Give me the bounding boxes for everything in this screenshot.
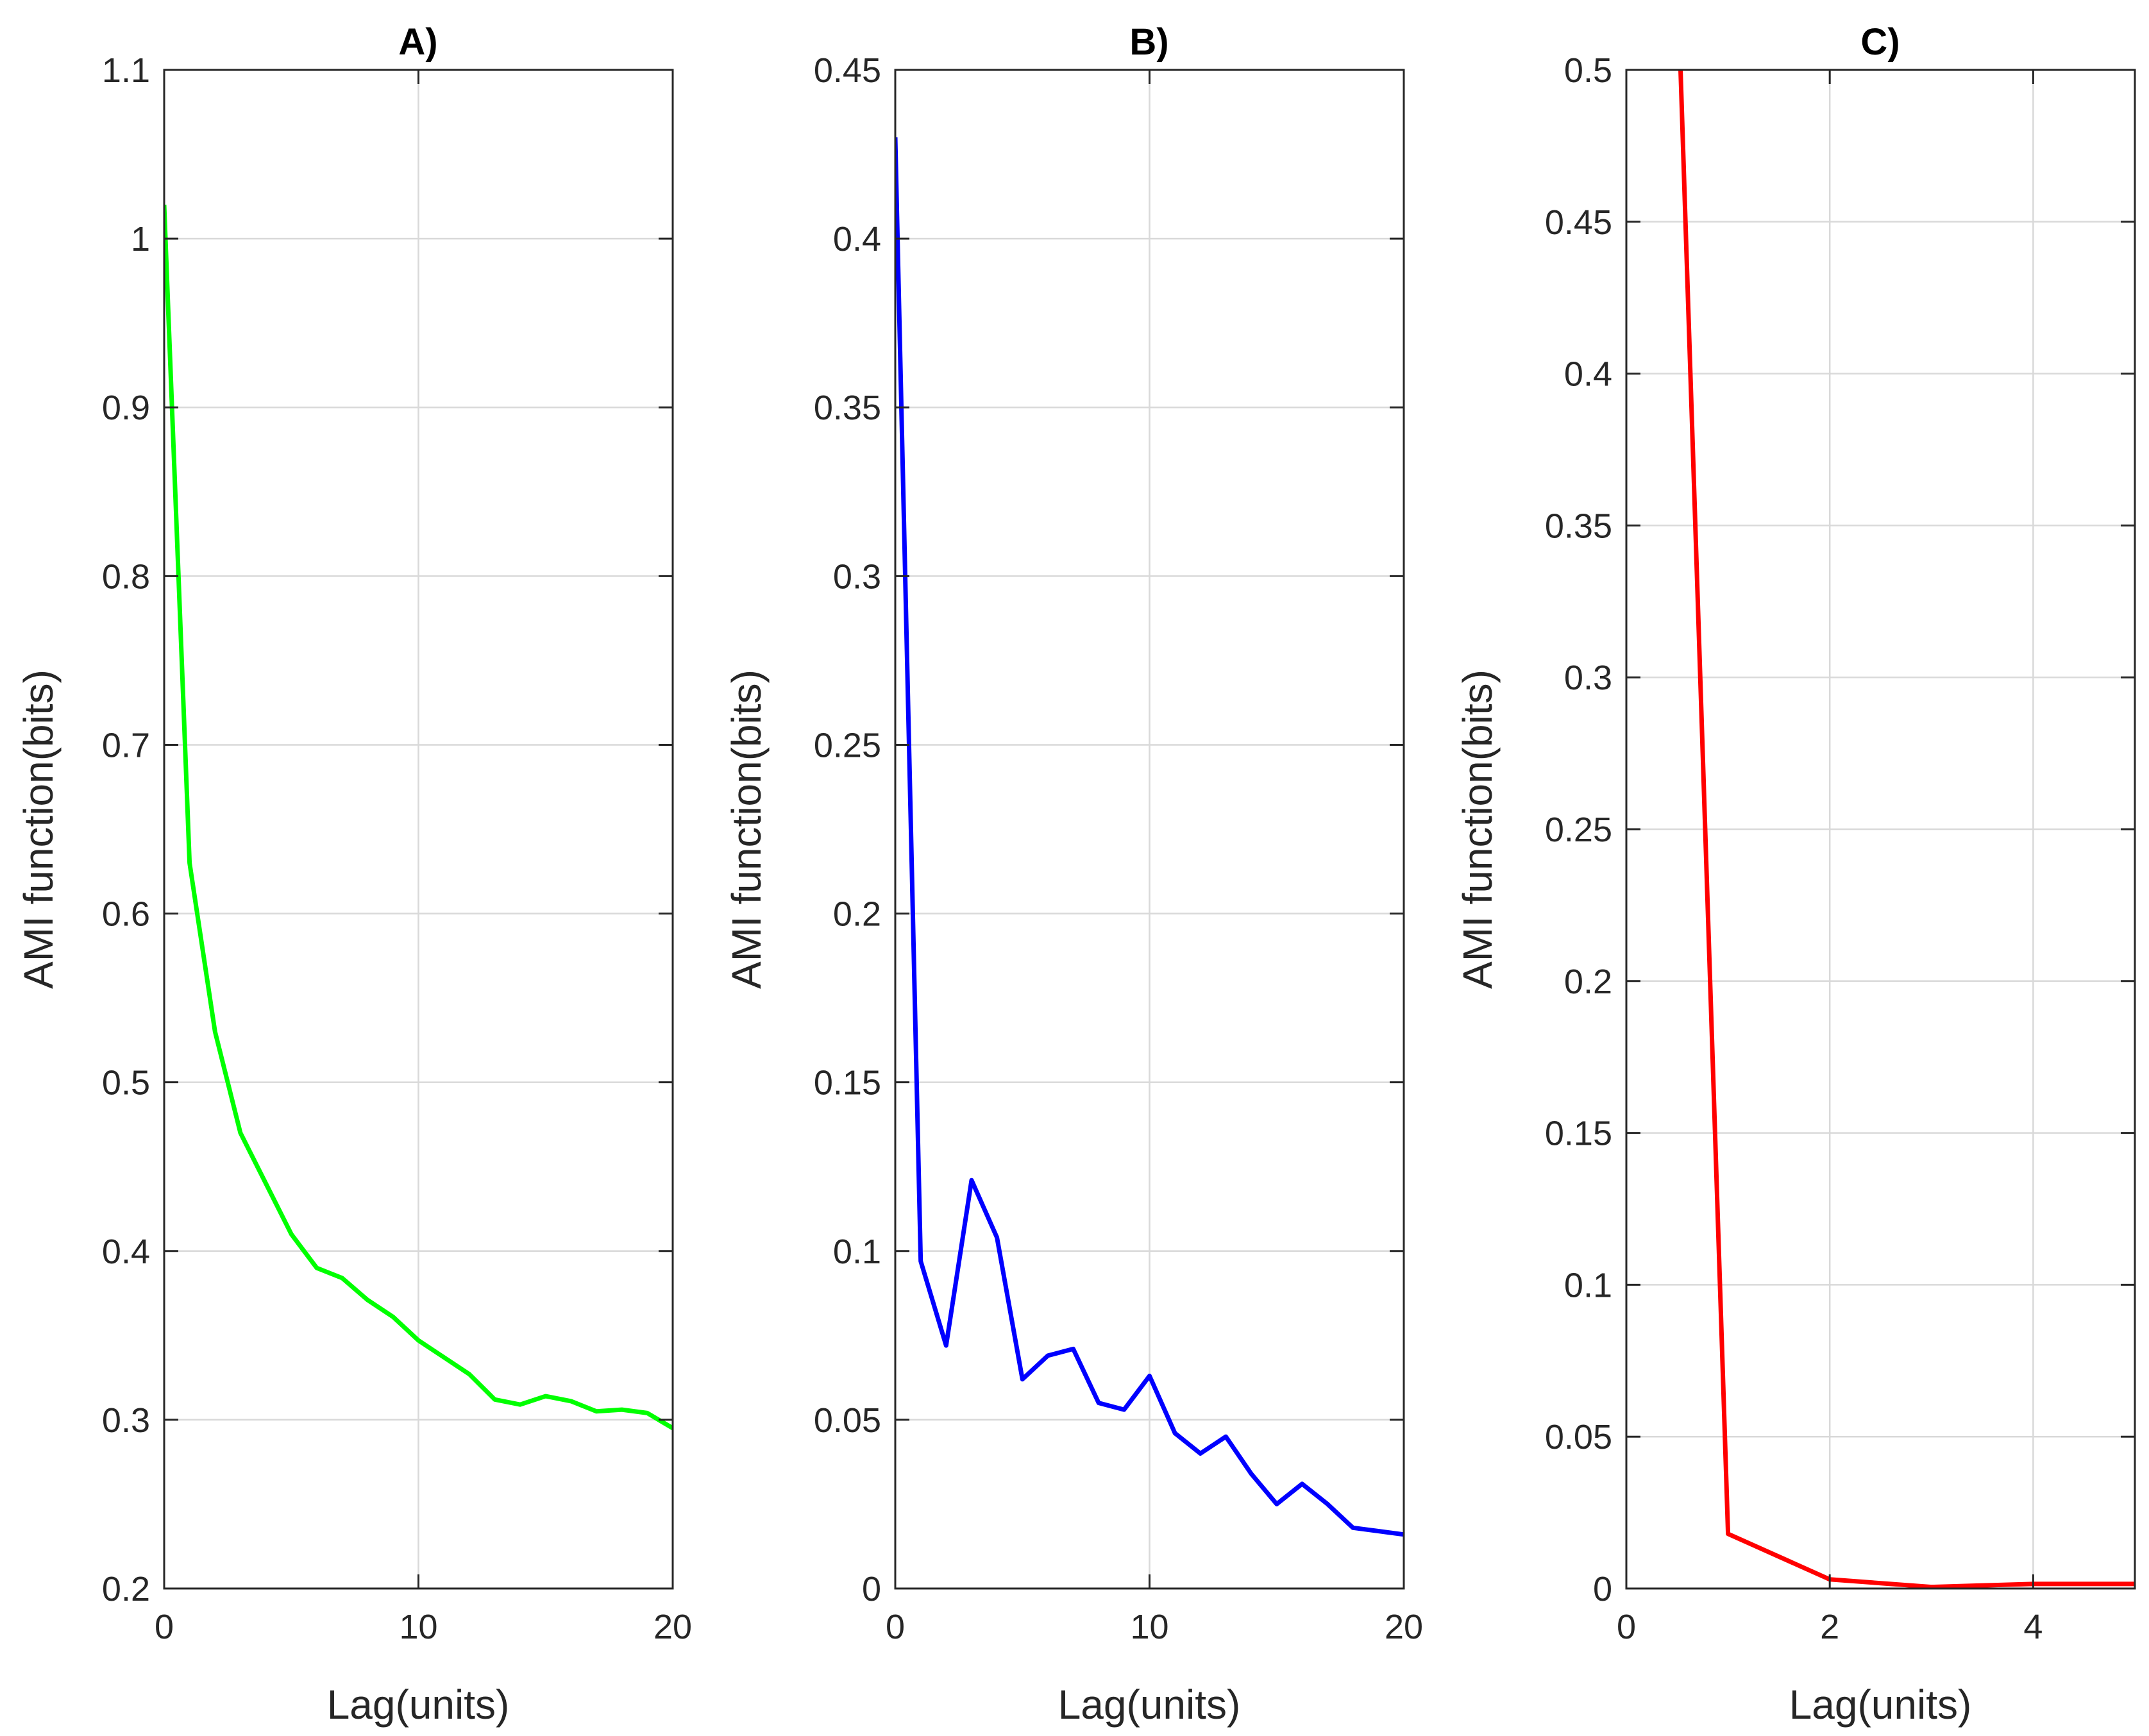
panel-b-ytick-label: 0.35 — [814, 389, 881, 427]
panel-a-xtick-label: 10 — [399, 1608, 437, 1646]
panel-a-xtick-label: 0 — [155, 1608, 174, 1646]
panel-b-ytick-label: 0.45 — [814, 51, 881, 90]
panel-c-y-axis-label: AMI function(bits) — [1454, 670, 1501, 989]
panel-c-ytick-label: 0.4 — [1564, 355, 1612, 394]
panel-a-y-axis-label: AMI function(bits) — [15, 670, 62, 989]
panel-c-ytick-label: 0.35 — [1545, 507, 1612, 545]
panel-c-x-axis-label: Lag(units) — [1789, 1681, 1972, 1728]
panel-c-ytick-label: 0.2 — [1564, 963, 1612, 1001]
panel-a-x-axis-label: Lag(units) — [327, 1681, 510, 1728]
panel-a-ytick-label: 0.2 — [102, 1570, 150, 1608]
panel-c: 00.050.10.150.20.250.30.350.40.450.50 2 4 … — [1454, 21, 2136, 1728]
panel-c-ytick-label: 0.05 — [1545, 1418, 1612, 1456]
panel-b-x-axis-label: Lag(units) — [1058, 1681, 1241, 1728]
panel-c-ytick-label: 0.15 — [1545, 1115, 1612, 1153]
panel-b-ytick-label: 0.05 — [814, 1401, 881, 1440]
panel-b-series-line — [895, 137, 1404, 1537]
panel-a-ytick-label: 0.5 — [102, 1064, 150, 1102]
panel-b-ytick-label: 0 — [862, 1570, 881, 1608]
panel-b-ytick-label: 0.2 — [833, 895, 881, 934]
panel-a-ytick-label: 0.4 — [102, 1233, 150, 1271]
panel-b-ytick-label: 0.1 — [833, 1233, 881, 1271]
panel-a-ytick-label: 0.9 — [102, 389, 150, 427]
panel-a-series-line — [164, 205, 673, 1431]
panel-a-ytick-label: 0.8 — [102, 557, 150, 596]
panel-c-xtick-label: 2 — [1820, 1608, 1839, 1646]
panel-a-ytick-label: 0.7 — [102, 726, 150, 764]
panel-a-ytick-label: 1.1 — [102, 51, 150, 90]
panel-a-ytick-label: 0.6 — [102, 895, 150, 934]
panel-a-title: A) — [398, 21, 437, 63]
panel-b-ytick-label: 0.15 — [814, 1064, 881, 1102]
panel-c-ytick-label: 0.25 — [1545, 811, 1612, 849]
panel-a-ytick-label: 1 — [131, 220, 150, 258]
panel-a-ytick-label: 0.3 — [102, 1401, 150, 1440]
panel-c-ytick-label: 0.1 — [1564, 1266, 1612, 1304]
panel-b-title: B) — [1129, 21, 1168, 63]
panel-c-series-line — [1678, 70, 2135, 1589]
panel-b-ytick-label: 0.4 — [833, 220, 881, 258]
panel-b-ytick-label: 0.3 — [833, 557, 881, 596]
panel-c-ytick-label: 0.45 — [1545, 203, 1612, 242]
panel-b-xtick-label: 10 — [1130, 1608, 1168, 1646]
panel-b-ytick-label: 0.25 — [814, 726, 881, 764]
panel-b-xtick-label: 20 — [1385, 1608, 1423, 1646]
panel-c-ytick-label: 0.5 — [1564, 51, 1612, 90]
panel-c-xtick-label: 0 — [1617, 1608, 1636, 1646]
panel-a: 0.2 0.3 0.4 0.5 0.6 0.7 0.8 0.9 1 1.1 0 10 20 A) Lag… — [15, 21, 692, 1728]
panel-b-xtick-label: 0 — [886, 1608, 905, 1646]
panel-c-xtick-label: 4 — [2023, 1608, 2043, 1646]
panel-b-y-axis-label: AMI function(bits) — [723, 670, 770, 989]
panel-a-xtick-label: 20 — [653, 1608, 692, 1646]
panel-c-ytick-label: 0 — [1593, 1570, 1612, 1608]
panel-b: 0 0.05 0.1 0.15 0.2 0.25 0.3 0.35 0.4 0.45 0 10 20 B… — [723, 21, 1423, 1728]
panel-c-ytick-label: 0.3 — [1564, 659, 1612, 697]
panel-c-title: C) — [1860, 21, 1900, 63]
